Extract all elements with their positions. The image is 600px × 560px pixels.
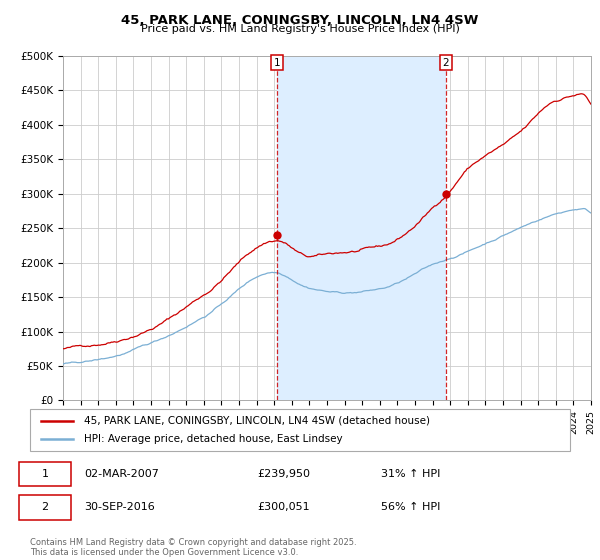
Text: 45, PARK LANE, CONINGSBY, LINCOLN, LN4 4SW (detached house): 45, PARK LANE, CONINGSBY, LINCOLN, LN4 4…	[84, 416, 430, 426]
Text: 2: 2	[41, 502, 49, 512]
FancyBboxPatch shape	[19, 461, 71, 486]
Text: 30-SEP-2016: 30-SEP-2016	[84, 502, 155, 512]
Text: 1: 1	[274, 58, 281, 68]
Text: 1: 1	[41, 469, 49, 479]
Text: £300,051: £300,051	[257, 502, 310, 512]
Text: 31% ↑ HPI: 31% ↑ HPI	[381, 469, 440, 479]
Text: 56% ↑ HPI: 56% ↑ HPI	[381, 502, 440, 512]
FancyBboxPatch shape	[19, 495, 71, 520]
Text: £239,950: £239,950	[257, 469, 310, 479]
FancyBboxPatch shape	[30, 409, 570, 451]
Text: 2: 2	[442, 58, 449, 68]
Text: Contains HM Land Registry data © Crown copyright and database right 2025.
This d: Contains HM Land Registry data © Crown c…	[30, 538, 356, 557]
Text: 45, PARK LANE, CONINGSBY, LINCOLN, LN4 4SW: 45, PARK LANE, CONINGSBY, LINCOLN, LN4 4…	[121, 14, 479, 27]
Text: 02-MAR-2007: 02-MAR-2007	[84, 469, 159, 479]
Text: HPI: Average price, detached house, East Lindsey: HPI: Average price, detached house, East…	[84, 434, 343, 444]
Bar	[277, 56, 446, 400]
Text: Price paid vs. HM Land Registry's House Price Index (HPI): Price paid vs. HM Land Registry's House …	[140, 24, 460, 34]
